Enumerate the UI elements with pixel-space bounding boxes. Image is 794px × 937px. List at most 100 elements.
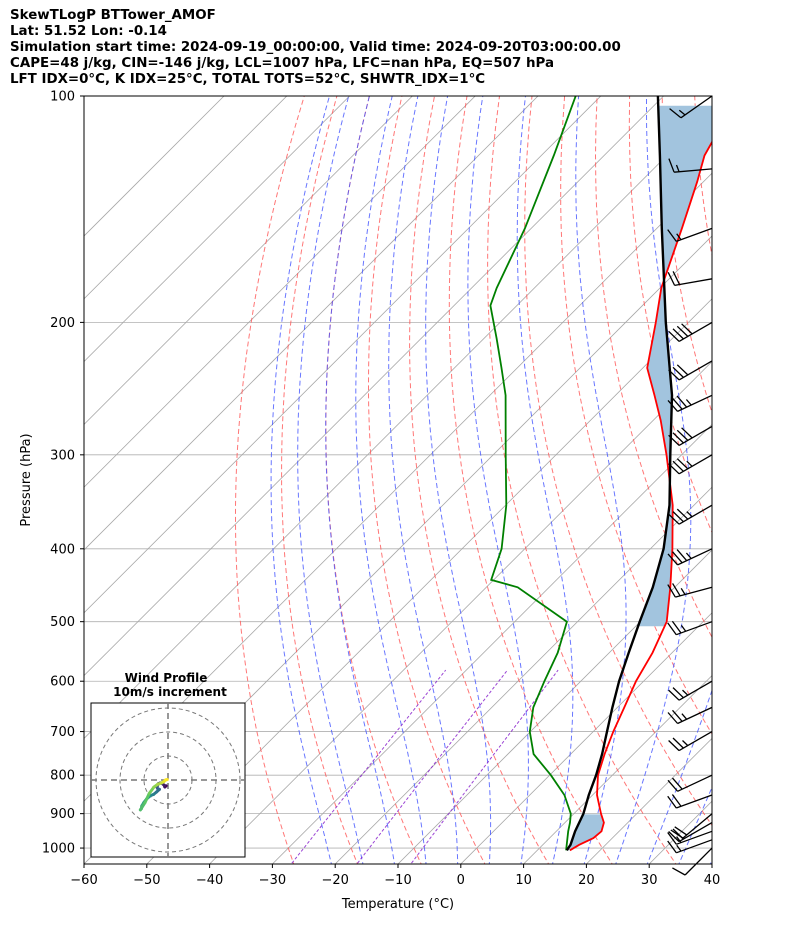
location-line: Lat: 51.52 Lon: -0.14 [10,24,167,39]
wind-barb [668,360,713,381]
wind-barb [668,158,713,173]
wind-barb [667,271,713,287]
wind-barbs [667,95,713,876]
wind-barb [668,321,713,342]
moist-adiabat [646,688,712,864]
y-tick-label: 500 [50,615,75,630]
x-tick-label: −40 [196,873,223,888]
isotherm-line [460,612,712,864]
dry-adiabat [694,96,712,258]
y-axis-label: Pressure (hPa) [19,433,34,526]
moist-adiabat [467,96,529,864]
isotherm-line [84,96,351,363]
hodograph-title: Wind Profile [125,671,208,685]
axes: −60 −50 −40 −30 −20 −10 0 10 20 30 40 1000 900 800 700… [42,90,720,889]
hodograph-subtitle: 10m/s increment [113,685,227,699]
y-tick-label: 1000 [42,842,75,857]
y-tick-label: 600 [50,675,75,690]
mixing-ratio-line [356,669,508,864]
hodograph-plot [91,703,245,857]
isotherm-line [84,96,602,614]
x-tick-label: 0 [457,873,465,888]
isotherm-line [397,549,712,864]
y-tick-label: 700 [50,725,75,740]
x-tick-label: 40 [704,873,721,888]
temperature-line [569,140,712,852]
isotherm-line [84,109,712,739]
wind-barb [667,839,713,854]
dry-adiabat [281,96,359,864]
isotherm-line [84,96,539,551]
cape-shading-lower [566,814,604,851]
dry-adiabat [368,96,486,864]
moist-adiabat [270,96,332,864]
wind-barb [667,583,713,598]
parcel-profile-line [565,96,674,851]
chart-title: SkewTLogP BTTower_AMOF [10,8,216,23]
mixing-ratio-lines [290,669,559,864]
y-tick-label: 900 [50,807,75,822]
wind-barb [667,794,713,809]
hodograph-segment [143,791,151,805]
x-tick-label: −50 [133,873,160,888]
x-tick-label: −10 [384,873,411,888]
moist-adiabat [516,96,574,864]
isotherm-line [772,79,794,867]
x-tick-label: −60 [70,873,97,888]
y-tick-label: 100 [50,90,75,105]
x-tick-label: −30 [259,873,286,888]
wind-barb [668,731,713,752]
moist-adiabats [270,96,712,864]
dry-adiabat [524,96,712,827]
plot-area [84,79,794,867]
dewpoint-line [489,96,577,851]
dry-adiabat [235,96,305,864]
moist-adiabat [325,96,395,864]
wind-barb [668,504,713,525]
isotherm-line [84,96,665,677]
wind-barb [669,95,713,119]
wind-barb [667,774,713,792]
stability-indices-line: LFT IDX=0°C, K IDX=25°C, TOTAL TOTS=52°C… [10,72,486,87]
isotherm-line [711,863,712,864]
isotherm-line [146,298,712,864]
y-tick-label: 800 [50,769,75,784]
isotherm-line [334,486,712,864]
wind-barb [672,847,713,876]
dry-adiabat [594,96,712,639]
dry-adiabat [448,96,613,864]
isotherm-line [84,96,225,237]
dry-adiabat [661,96,712,414]
dry-adiabats [235,96,794,867]
dry-adiabat [409,96,550,864]
isotherm-line [209,361,712,864]
wind-barb [667,620,713,636]
y-tick-label: 400 [50,542,75,557]
dry-adiabat [487,96,677,864]
dry-adiabat [560,96,712,735]
wind-barb [667,706,713,725]
dry-adiabat [727,96,794,867]
moist-adiabat [575,96,627,864]
y-tick-label: 300 [50,448,75,463]
moist-adiabat [297,96,364,864]
dry-adiabat [760,96,794,867]
wind-barb [668,454,713,475]
hodograph-inset: Wind Profile 10m/s increment [90,671,246,858]
isotherm-line [271,423,712,864]
wind-barb [668,425,713,446]
isotherm-line [84,96,413,425]
x-tick-label: 30 [641,873,658,888]
isotherm-line [84,96,476,488]
wind-barb [668,680,713,701]
wind-barb [667,394,713,412]
wind-barb [670,813,713,839]
mixing-ratio-line [410,669,559,864]
moist-adiabat [678,786,712,864]
moist-adiabat [425,96,492,864]
mixing-ratio-line [290,669,447,864]
isotherm-line [84,96,288,300]
isotherm-line [523,675,712,864]
hodograph-segment [164,778,169,782]
